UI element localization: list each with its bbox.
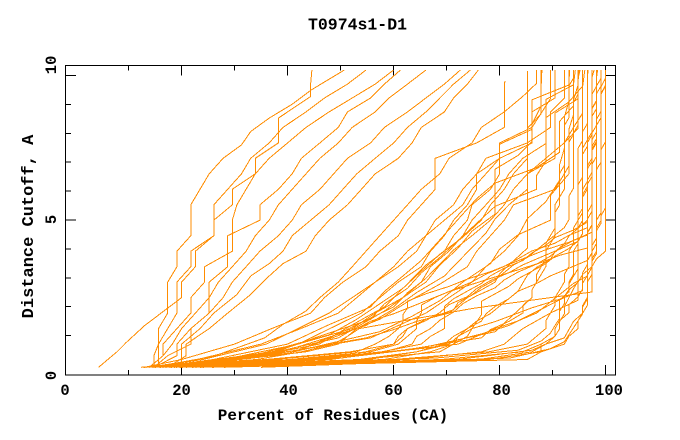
svg-text:20: 20 [172, 382, 191, 400]
svg-text:80: 80 [492, 382, 511, 400]
svg-text:Distance Cutoff, A: Distance Cutoff, A [20, 134, 39, 318]
svg-text:5: 5 [43, 215, 61, 224]
svg-text:T0974s1-D1: T0974s1-D1 [308, 16, 407, 35]
svg-text:Percent of Residues (CA): Percent of Residues (CA) [218, 407, 448, 425]
svg-text:10: 10 [43, 56, 61, 75]
svg-text:0: 0 [43, 371, 61, 380]
svg-text:0: 0 [60, 382, 69, 400]
svg-text:60: 60 [384, 382, 403, 400]
svg-text:40: 40 [279, 382, 298, 400]
svg-text:100: 100 [595, 382, 623, 400]
